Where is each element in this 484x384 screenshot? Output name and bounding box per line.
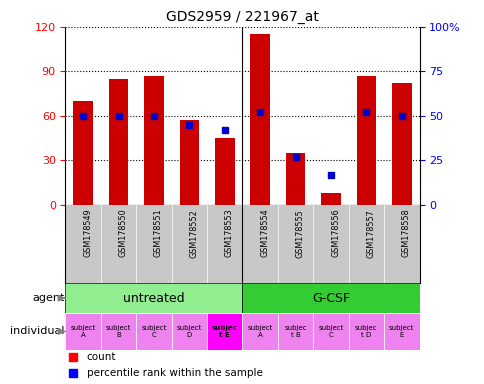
- Text: subjec
t D: subjec t D: [354, 325, 377, 338]
- Text: agent: agent: [32, 293, 65, 303]
- Text: individual: individual: [10, 326, 65, 336]
- Text: subject
C: subject C: [141, 325, 166, 338]
- Bar: [207, 313, 242, 349]
- Text: subject
B: subject B: [106, 325, 131, 338]
- Bar: [214, 138, 234, 205]
- Text: count: count: [87, 352, 116, 362]
- Bar: [348, 313, 383, 349]
- Text: GSM178557: GSM178557: [366, 209, 375, 258]
- Bar: [242, 313, 277, 349]
- Bar: [313, 313, 348, 349]
- Text: GSM178551: GSM178551: [153, 209, 163, 257]
- Text: GSM178554: GSM178554: [259, 209, 269, 257]
- Bar: [136, 313, 171, 349]
- Text: GSM178553: GSM178553: [224, 209, 233, 257]
- Text: subjec
t B: subjec t B: [284, 325, 306, 338]
- Text: GSM178550: GSM178550: [118, 209, 127, 257]
- Text: subject
A: subject A: [70, 325, 96, 338]
- Bar: [101, 313, 136, 349]
- Bar: [108, 79, 128, 205]
- Text: GSM178556: GSM178556: [330, 209, 339, 257]
- Bar: [65, 283, 242, 313]
- Bar: [65, 313, 101, 349]
- Text: percentile rank within the sample: percentile rank within the sample: [87, 367, 262, 377]
- Bar: [391, 83, 411, 205]
- Bar: [171, 313, 207, 349]
- Bar: [73, 101, 93, 205]
- Bar: [242, 283, 419, 313]
- Bar: [285, 153, 305, 205]
- Text: subject
C: subject C: [318, 325, 343, 338]
- Bar: [320, 193, 340, 205]
- Bar: [277, 313, 313, 349]
- Text: subject
A: subject A: [247, 325, 272, 338]
- Bar: [179, 120, 199, 205]
- Text: subject
E: subject E: [388, 325, 414, 338]
- Text: subject
D: subject D: [176, 325, 202, 338]
- Text: untreated: untreated: [123, 291, 184, 305]
- Bar: [144, 76, 164, 205]
- Text: GSM178549: GSM178549: [83, 209, 92, 257]
- Bar: [356, 76, 376, 205]
- Bar: [383, 313, 419, 349]
- Text: G-CSF: G-CSF: [311, 291, 349, 305]
- Title: GDS2959 / 221967_at: GDS2959 / 221967_at: [166, 10, 318, 25]
- Text: GSM178555: GSM178555: [295, 209, 304, 258]
- Bar: [250, 34, 270, 205]
- Text: GSM178558: GSM178558: [401, 209, 410, 257]
- Text: subjec
t E: subjec t E: [212, 325, 237, 338]
- Text: GSM178552: GSM178552: [189, 209, 198, 258]
